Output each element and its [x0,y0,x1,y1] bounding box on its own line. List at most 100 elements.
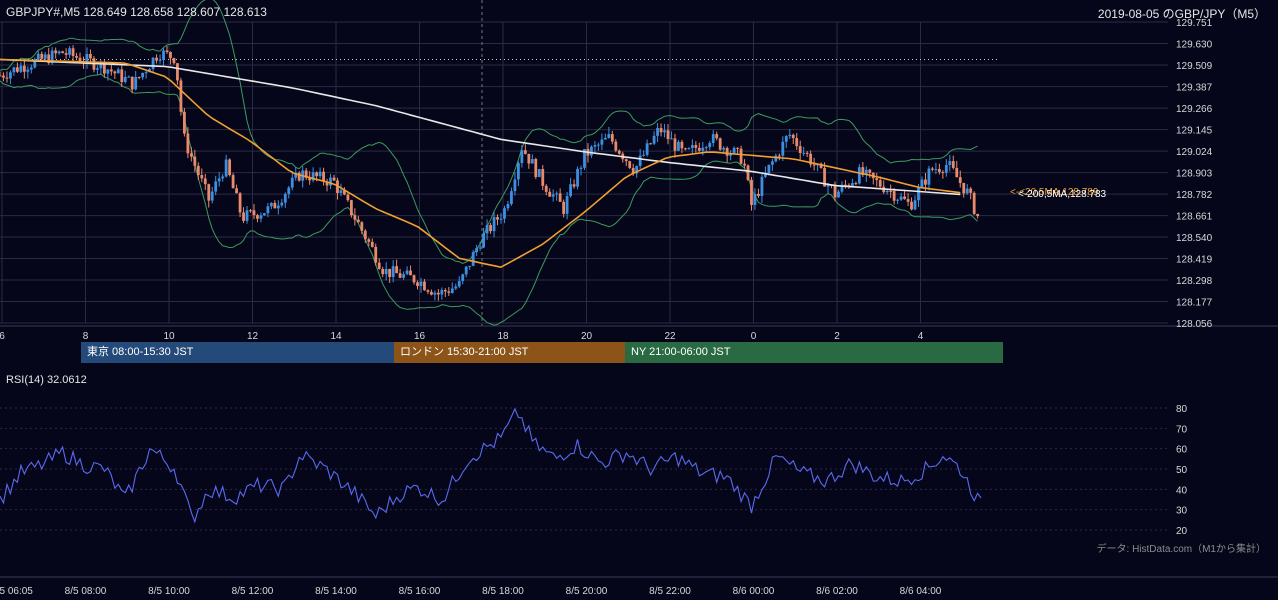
candle-body [774,155,778,162]
candle-body [29,67,33,70]
candle-body [71,48,75,56]
candle-body [224,159,228,177]
candle-body [50,50,54,64]
candle-body [718,138,722,150]
candle-body [844,184,847,186]
candle-body [475,248,479,253]
candle-body [503,208,506,219]
candle-body [61,51,65,54]
candle-body [802,152,806,154]
candle-body [496,217,499,220]
candle-body [130,76,134,90]
candle-body [931,168,934,170]
candle-body [711,134,715,144]
candle-body [287,187,291,194]
candle-body [513,179,517,192]
candle-body [203,178,207,185]
candle-body [141,72,145,78]
candle-body [116,69,120,74]
candle-body [113,71,117,74]
candle-body [5,77,9,79]
candle-body [137,76,141,78]
candle-body [485,225,489,234]
candle-body [99,62,103,69]
candle-body [176,63,179,81]
price-x-tick-label: 4 [918,331,924,342]
time-tick-label: 8/5 06:05 [0,586,33,597]
candle-body [638,155,642,167]
candle-body [196,165,200,176]
candle-body [722,147,726,150]
candle-body [249,210,252,212]
candle-body [750,179,753,205]
price-x-tick-label: 8 [83,331,89,342]
candle-body [784,136,788,142]
candle-body [708,143,712,148]
candle-body [210,191,214,201]
candle-body [590,146,593,156]
candle-body [690,145,694,149]
candle-body [235,188,238,194]
price-tick-label: 128.782 [1176,190,1213,201]
candle-body [339,190,343,194]
candle-body [896,199,900,201]
candle-body [290,177,294,188]
candle-body [736,147,739,149]
ma20-label: <-<20,5MA,128.789 [1010,187,1099,198]
candle-body [617,150,621,154]
candle-body [576,168,579,187]
candle-body [941,172,945,174]
candle-body [263,213,266,216]
candle-body [823,167,826,187]
candle-body [854,183,858,185]
time-tick-label: 8/5 22:00 [649,586,691,597]
candle-body [256,215,259,219]
candle-body [520,150,524,164]
candle-body [861,167,865,176]
session-london: ロンドン 15:30-21:00 JST [394,342,625,363]
symbol-info: GBPJPY#,M5 128.649 128.658 128.607 128.6… [6,5,267,19]
candle-body [548,191,552,197]
candle-body [764,172,767,177]
candle-body [805,152,809,154]
candle-body [572,184,576,187]
price-x-tick-label: 20 [581,331,593,342]
price-x-tick-label: 12 [247,331,259,342]
candle-body [565,196,569,214]
candle-body [746,165,750,180]
price-tick-label: 129.509 [1176,61,1213,72]
candle-body [405,270,409,275]
candle-body [944,165,948,173]
price-tick-label: 128.661 [1176,212,1213,223]
candle-body [597,144,600,146]
candle-body [151,57,155,70]
candle-body [426,290,430,292]
candle-body [569,184,572,197]
candle-body [349,200,353,216]
candle-body [972,192,976,214]
candle-body [356,219,360,223]
candle-body [951,161,955,168]
candle-body [443,289,447,292]
candle-body [245,210,249,221]
candle-body [840,184,844,192]
candle-body [134,76,138,90]
candle-body [384,268,388,275]
rsi-label: RSI(14) 32.0612 [6,374,87,386]
candle-body [906,199,910,202]
candle-body [329,177,332,186]
price-tick-label: 128.540 [1176,233,1213,244]
candle-body [12,67,16,73]
time-tick-label: 8/5 14:00 [315,586,357,597]
candle-body [172,58,176,64]
candle-body [381,268,385,275]
candle-body [558,193,562,202]
candle-body [179,80,183,112]
candle-body [875,178,879,181]
candle-body [276,205,280,209]
candle-body [221,176,225,179]
candle-body [388,268,392,277]
rsi-tick-label: 20 [1176,526,1188,537]
candle-body [555,193,559,195]
rsi-tick-label: 80 [1176,404,1188,415]
